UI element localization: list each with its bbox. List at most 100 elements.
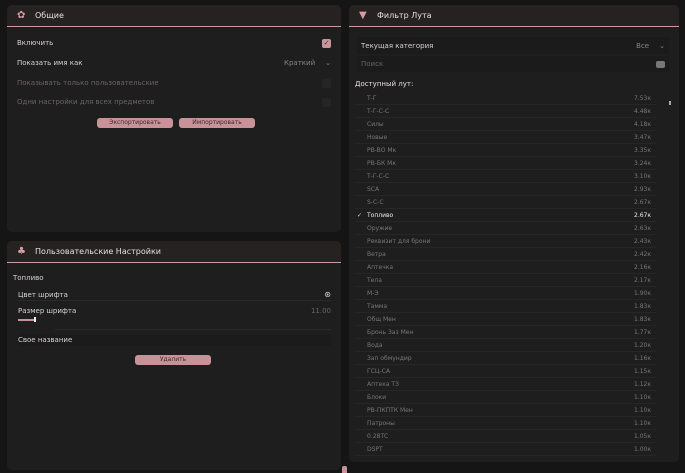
loot-item-name: Т-Г-С-С <box>367 107 390 115</box>
search-icon[interactable] <box>656 60 665 68</box>
loot-item-count: 3.47к <box>634 133 651 141</box>
loot-item-count: 4.48к <box>634 107 651 115</box>
loot-list-item[interactable]: Зап обмундир 1.16к <box>355 352 657 365</box>
loot-list-item[interactable]: Реквизит для брони 2.43к <box>355 235 657 248</box>
loot-list-item[interactable]: Новые 3.47к <box>355 131 657 144</box>
loot-filter-header: ▼ Фильтр Лута <box>349 5 679 27</box>
loot-list-item[interactable]: S-C-C 2.67к <box>355 196 657 209</box>
loot-list-item[interactable]: DSPT 1.00к <box>355 443 657 456</box>
color-picker-icon[interactable]: ⊛ <box>324 290 331 299</box>
general-title: Общие <box>35 11 64 20</box>
loot-item-name: Т-Г <box>367 94 377 102</box>
loot-item-count: 1.10к <box>634 393 651 401</box>
loot-item-name: Реквизит для брони <box>367 237 431 245</box>
loot-filter-panel: ▼ Фильтр Лута Текущая категория Все ⌄ Поиск… <box>349 5 679 462</box>
same-settings-label: Одни настройки для всех предметов <box>17 98 155 106</box>
loot-list-item[interactable]: Бронь Заз Мен 1.77к <box>355 326 657 339</box>
loot-list-item[interactable]: PB-ПКПТК Мен 1.10к <box>355 404 657 417</box>
loot-item-count: 1.00к <box>634 445 651 453</box>
loot-item-count: 2.67к <box>634 211 651 219</box>
loot-list-item[interactable]: PB-BO Мк 3.35к <box>355 144 657 157</box>
search-placeholder: Поиск <box>361 60 384 68</box>
category-dropdown[interactable]: Все ⌄ <box>636 42 665 50</box>
loot-item-count: 7.53к <box>634 94 651 102</box>
chevron-down-icon: ⌄ <box>659 41 665 50</box>
loot-item-count: 2.43к <box>634 237 651 245</box>
loot-item-count: 1.05к <box>634 432 651 440</box>
loot-item-count: 1.16к <box>634 354 651 362</box>
show-names-dropdown[interactable]: Краткий ⌄ <box>284 59 331 67</box>
loot-item-count: 1.90к <box>634 289 651 297</box>
custom-name-input[interactable]: Свое название <box>18 334 331 346</box>
loot-item-count: 3.10к <box>634 172 651 180</box>
check-icon: ✓ <box>357 211 363 219</box>
loot-list-item[interactable]: М-Э 1.90к <box>355 287 657 300</box>
loot-list-item[interactable]: Блоки 1.10к <box>355 391 657 404</box>
loot-item-count: 1.10к <box>634 406 651 414</box>
custom-name-label: Свое название <box>18 336 73 344</box>
loot-item-count: 4.18к <box>634 120 651 128</box>
custom-panel: ♣ Пользовательские Настройки Топливо Цвет… <box>7 241 341 470</box>
show-names-label: Показать имя как <box>17 59 83 67</box>
available-label: Доступный лут: <box>355 80 414 88</box>
filter-icon: ▼ <box>359 9 367 21</box>
loot-item-count: 1.15к <box>634 367 651 375</box>
loot-item-name: SCA <box>367 185 380 193</box>
loot-list-item[interactable]: Патроны 1.10к <box>355 417 657 430</box>
loot-item-name: Зап обмундир <box>367 354 412 362</box>
loot-item-name: Аптечка <box>367 263 394 271</box>
loot-list-item[interactable]: Т-Г-С-С 3.10к <box>355 170 657 183</box>
custom-header: ♣ Пользовательские Настройки <box>7 241 341 263</box>
enable-checkbox[interactable]: ✓ <box>322 38 331 48</box>
loot-list-item[interactable]: SCA 2.93к <box>355 183 657 196</box>
font-size-slider[interactable] <box>18 317 318 322</box>
only-custom-label: Показывать только пользовательские <box>17 79 159 87</box>
loot-item-name: Аптека ТЗ <box>367 380 399 388</box>
chevron-down-icon: ⌄ <box>325 59 331 67</box>
loot-list-item[interactable]: Аптека ТЗ 1.12к <box>355 378 657 391</box>
custom-title: Пользовательские Настройки <box>35 247 161 256</box>
gear-icon: ✿ <box>17 9 26 21</box>
loot-item-count: 2.42к <box>634 250 651 258</box>
loot-list-item[interactable]: Общ Мен 1.83к <box>355 313 657 326</box>
loot-list-item[interactable]: Тамма 1.83к <box>355 300 657 313</box>
scrollbar[interactable] <box>669 101 671 105</box>
delete-button[interactable]: Удалить <box>135 355 211 365</box>
loot-filter-title: Фильтр Лута <box>377 11 432 20</box>
loot-item-name: Общ Мен <box>367 315 396 323</box>
loot-item-count: 2.17к <box>634 276 651 284</box>
loot-item-count: 1.77к <box>634 328 651 336</box>
group-label: Топливо <box>13 274 44 282</box>
search-input[interactable]: Поиск <box>357 56 669 72</box>
general-header: ✿ Общие <box>7 5 341 27</box>
resize-handle[interactable] <box>342 466 347 473</box>
loot-item-name: ГСЦ-СА <box>367 367 390 375</box>
loot-list-item[interactable]: Тела 2.17к <box>355 274 657 287</box>
loot-list-item[interactable]: Оружие 2.63к <box>355 222 657 235</box>
loot-item-name: DSPT <box>367 445 383 453</box>
only-custom-checkbox[interactable] <box>322 78 331 88</box>
loot-item-count: 2.93к <box>634 185 651 193</box>
loot-list-item[interactable]: Т-Г 7.53к <box>355 92 657 105</box>
loot-list-item[interactable]: Аптечка 2.16к <box>355 261 657 274</box>
loot-item-count: 2.63к <box>634 224 651 232</box>
loot-list-item[interactable]: PB-БК Мк 3.24к <box>355 157 657 170</box>
loot-list-item[interactable]: Вода 1.20к <box>355 339 657 352</box>
export-button[interactable]: Экспортировать <box>97 118 173 128</box>
loot-item-name: Силы <box>367 120 384 128</box>
loot-item-count: 3.35к <box>634 146 651 154</box>
loot-item-count: 2.16к <box>634 263 651 271</box>
loot-item-name: PB-ПКПТК Мен <box>367 406 413 414</box>
import-button[interactable]: Импортировать <box>179 118 255 128</box>
loot-list-item[interactable]: Ветра 2.42к <box>355 248 657 261</box>
loot-list-item[interactable]: ✓ Топливо 2.67к <box>355 209 657 222</box>
same-settings-checkbox[interactable] <box>322 97 331 107</box>
loot-list-item[interactable]: ГСЦ-СА 1.15к <box>355 365 657 378</box>
loot-item-name: Вода <box>367 341 383 349</box>
loot-list-item[interactable]: 0.2BTC 1.05к <box>355 430 657 443</box>
loot-list-item[interactable]: Т-Г-С-С 4.48к <box>355 105 657 118</box>
loot-item-name: Патроны <box>367 419 395 427</box>
font-color-label: Цвет шрифта <box>18 290 68 299</box>
loot-list-item[interactable]: Силы 4.18к <box>355 118 657 131</box>
loot-item-name: Оружие <box>367 224 393 232</box>
